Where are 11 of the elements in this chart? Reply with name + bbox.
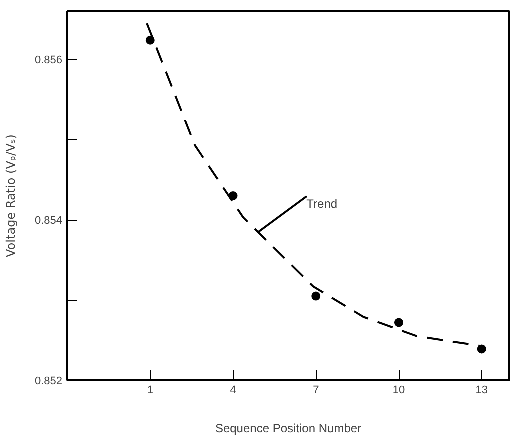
- annotation: Trend: [306, 197, 338, 212]
- x-tick-label: 10: [392, 384, 406, 396]
- x-tick-label: 4: [230, 384, 236, 396]
- y-axis-title: Voltage Ratio (Vₚ/Vₛ): [4, 134, 18, 258]
- x-axis-title: Sequence Position Number: [215, 422, 362, 436]
- x-tick-label: 13: [476, 384, 488, 396]
- x-tick-label: 1: [147, 384, 154, 396]
- y-tick-label: 0.856: [34, 54, 63, 67]
- x-tick-label: 7: [313, 384, 320, 396]
- y-tick-label: 0.852: [34, 376, 63, 388]
- y-tick-label: 0.854: [34, 215, 63, 228]
